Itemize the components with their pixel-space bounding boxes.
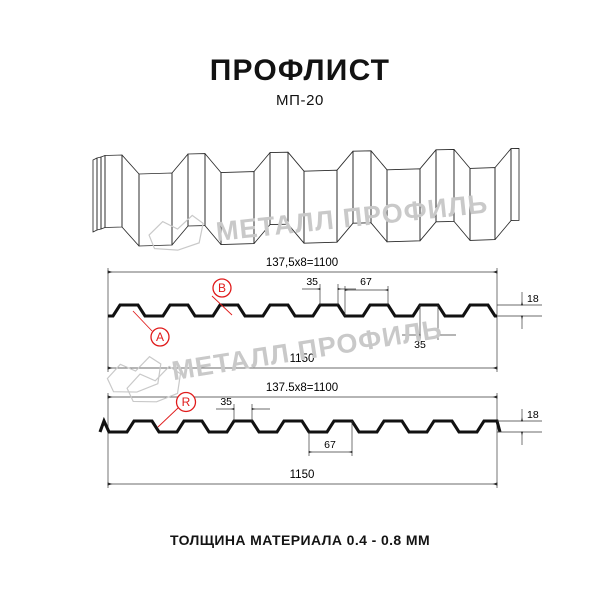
marker-r: R	[157, 391, 197, 428]
section-bottom: 137.5x8=1100 1150 35 67 18	[98, 382, 542, 488]
dim-total-width-bottom: 1150	[290, 469, 315, 481]
dim-flat-top: 67	[360, 276, 372, 288]
watermark-text: МЕТАЛЛ ПРОФИЛЬ	[170, 314, 445, 386]
dim-height-bottom: 18	[527, 409, 539, 421]
material-thickness-caption: ТОЛЩИНА МАТЕРИАЛА 0.4 - 0.8 ММ	[170, 532, 430, 548]
dim-flat-bottom: 67	[324, 439, 336, 451]
watermark-section-bottom	[126, 365, 182, 403]
dim-working-width-top: 137,5x8=1100	[266, 257, 338, 269]
dim-rib-bottom-top: 35	[414, 339, 426, 351]
dim-rib-top-bottom: 35	[220, 396, 232, 408]
profile-outline-bottom	[98, 416, 502, 434]
page-subtitle: МП-20	[276, 92, 324, 109]
marker-a-label: A	[156, 330, 164, 344]
watermark-iso: МЕТАЛЛ ПРОФИЛЬ	[148, 189, 490, 251]
marker-r-label: R	[182, 395, 191, 409]
dim-height-top: 18	[527, 293, 539, 305]
isometric-sheet-view	[92, 147, 520, 247]
dim-rib-top-top: 35	[306, 276, 318, 288]
dim-working-width-bottom: 137.5x8=1100	[266, 382, 338, 394]
profile-outline-top	[108, 303, 497, 318]
marker-b: B	[211, 278, 233, 316]
marker-a: A	[132, 310, 170, 347]
marker-b-label: B	[218, 281, 226, 295]
section-top: 137,5x8=1100 1150 35 67 35	[107, 257, 542, 372]
watermark-text: МЕТАЛЛ ПРОФИЛЬ	[215, 189, 490, 247]
dim-total-width-top: 1150	[290, 353, 315, 365]
page-title: ПРОФЛИСТ	[210, 54, 390, 87]
